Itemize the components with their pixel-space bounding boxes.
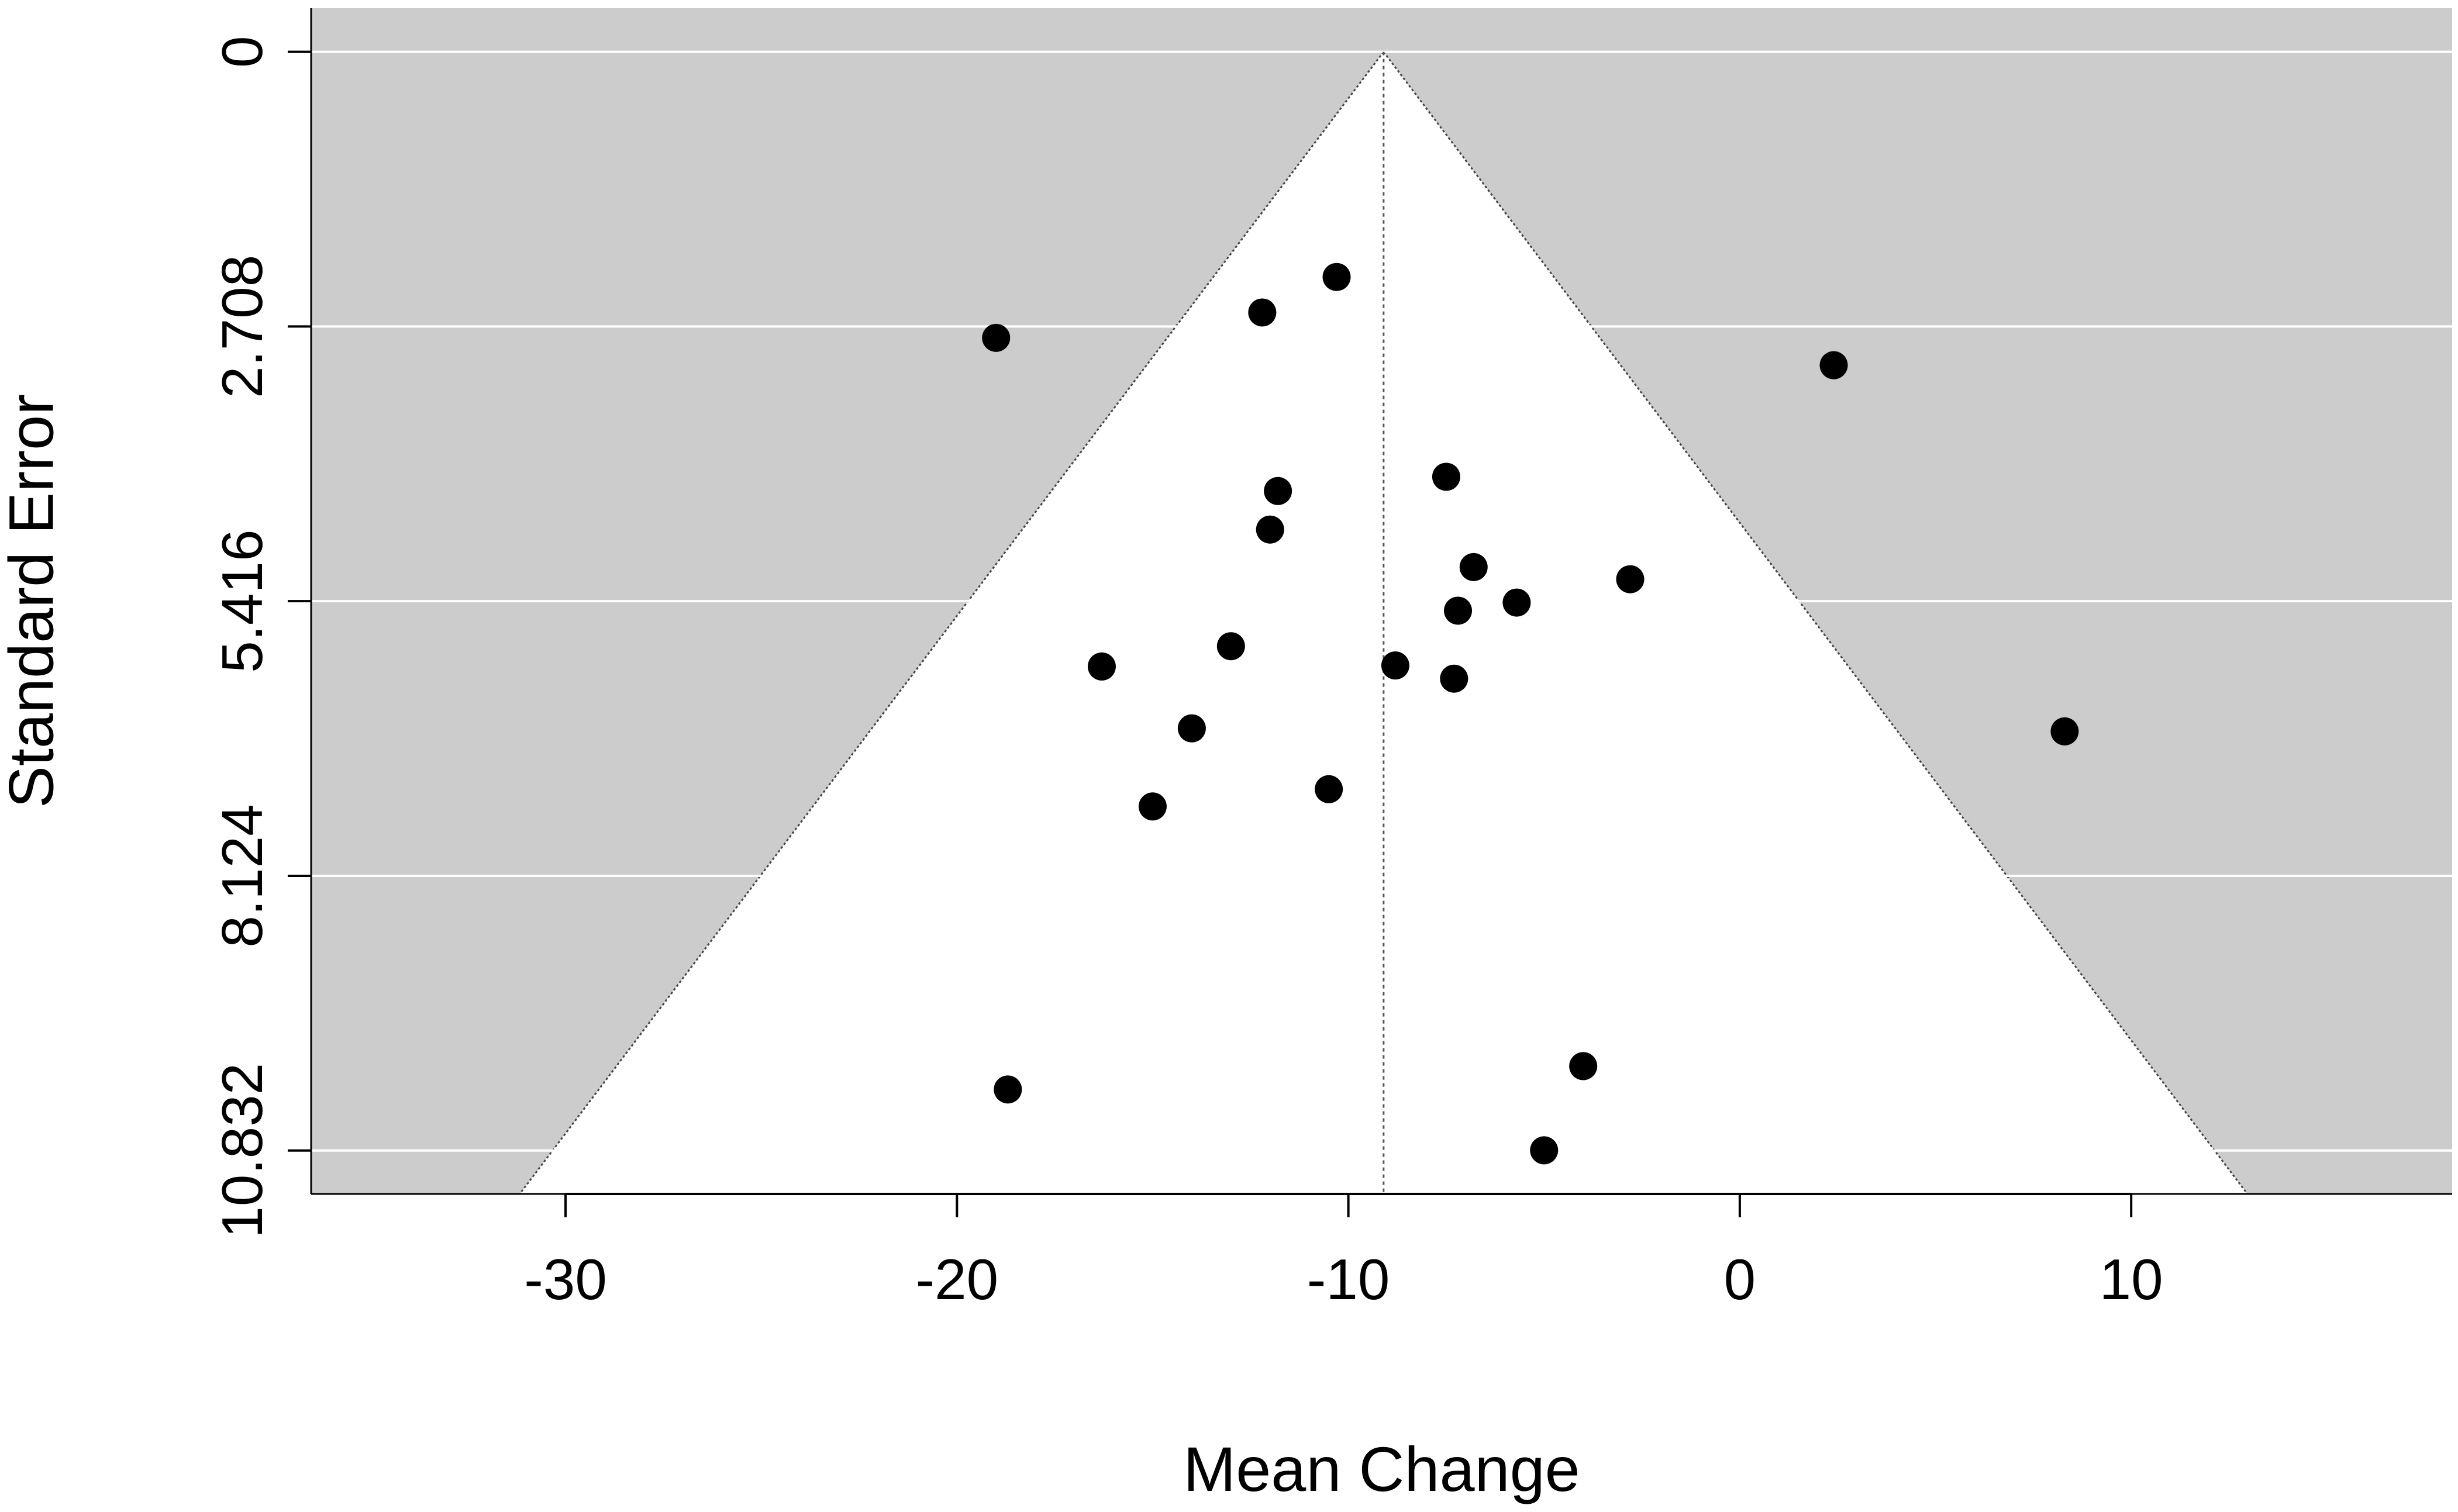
x-tick-label: 0 xyxy=(1724,1247,1756,1311)
data-point xyxy=(1440,664,1468,693)
y-axis: 0 2.708 5.416 8.124 10.832 xyxy=(210,8,312,1238)
x-tick-label: -30 xyxy=(524,1247,607,1311)
data-point xyxy=(1459,553,1488,581)
x-axis: -30 -20 -10 0 10 xyxy=(311,1193,2452,1311)
x-tick-label: -20 xyxy=(916,1247,999,1311)
data-point xyxy=(1432,462,1460,491)
y-tick-label: 10.832 xyxy=(210,1063,274,1238)
data-point xyxy=(1264,477,1292,505)
data-point xyxy=(1569,1052,1598,1081)
data-point xyxy=(1322,263,1351,291)
y-axis-title: Standard Error xyxy=(0,394,67,808)
data-point xyxy=(1530,1136,1559,1165)
gridlines xyxy=(311,50,2452,1152)
data-point xyxy=(1381,651,1409,680)
data-point xyxy=(2050,717,2079,745)
data-point xyxy=(1087,652,1116,681)
data-point xyxy=(1819,351,1848,379)
y-tick-label: 5.416 xyxy=(210,530,274,673)
data-point xyxy=(1216,632,1245,661)
y-tick-label: 8.124 xyxy=(210,804,274,947)
data-point xyxy=(1138,792,1167,821)
x-tick-label: -10 xyxy=(1307,1247,1390,1311)
data-point xyxy=(1177,714,1206,743)
y-tick-label: 0 xyxy=(210,36,274,68)
data-point xyxy=(994,1075,1022,1104)
data-point xyxy=(1248,298,1277,327)
x-axis-title: Mean Change xyxy=(1183,1434,1580,1504)
plot-area xyxy=(311,8,2452,1195)
data-points xyxy=(982,263,2079,1165)
data-point xyxy=(1444,596,1473,625)
data-point xyxy=(1502,588,1531,617)
data-point xyxy=(1616,565,1645,593)
y-tick-label: 2.708 xyxy=(210,255,274,398)
data-point xyxy=(982,323,1011,352)
x-tick-label: 10 xyxy=(2100,1247,2163,1311)
data-point xyxy=(1315,775,1343,803)
data-point xyxy=(1256,515,1284,544)
